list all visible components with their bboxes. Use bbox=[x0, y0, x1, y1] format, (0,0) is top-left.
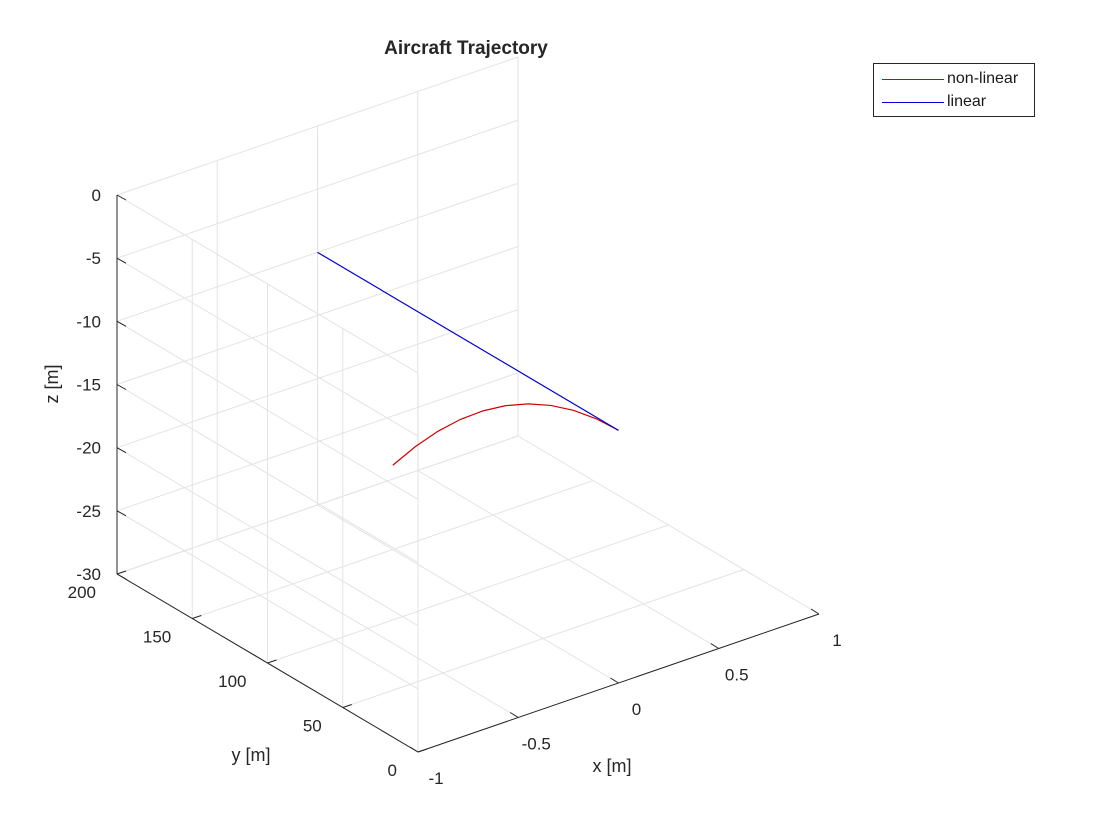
y-tick-mark bbox=[267, 659, 277, 664]
y-tick-label: 50 bbox=[303, 717, 322, 736]
x-axis-label: x [m] bbox=[593, 756, 632, 776]
y-tick-label: 100 bbox=[218, 672, 246, 691]
grid-line-backwall-z bbox=[116, 447, 419, 627]
z-tick-label: -10 bbox=[76, 312, 101, 331]
z-tick-mark bbox=[116, 320, 127, 327]
x-tick-mark bbox=[710, 643, 720, 649]
grid-line-floor-y bbox=[192, 480, 594, 619]
grid-line-backwall-z bbox=[116, 384, 419, 563]
grid-line-sidewall-z bbox=[116, 56, 519, 196]
grid-line-sidewall-z bbox=[116, 246, 519, 385]
grid-line-backwall-z bbox=[116, 510, 419, 690]
grid-line-floor-y bbox=[267, 524, 669, 664]
y-tick-label: 200 bbox=[68, 583, 96, 602]
legend-label-non-linear: non-linear bbox=[947, 70, 1019, 87]
series-lines bbox=[317, 251, 619, 466]
grid-line-sidewall-z bbox=[116, 372, 519, 512]
x-tick-label: 1 bbox=[832, 631, 841, 650]
x-tick-label: -0.5 bbox=[522, 735, 551, 754]
axis-lines bbox=[116, 194, 820, 753]
grid-line-backwall-z bbox=[116, 257, 419, 437]
z-axis-label: z [m] bbox=[42, 365, 62, 404]
z-tick-mark bbox=[116, 510, 127, 517]
grid-lines bbox=[116, 56, 820, 753]
z-tick-label: -25 bbox=[76, 502, 101, 521]
x-tick-label: -1 bbox=[428, 769, 443, 788]
x-tick-label: 0 bbox=[632, 700, 641, 719]
y-tick-mark bbox=[417, 748, 428, 753]
y-axis-label: y [m] bbox=[232, 745, 271, 765]
x-tick-mark bbox=[610, 677, 619, 684]
y-tick-mark bbox=[192, 615, 202, 619]
legend-item-non-linear: non-linear bbox=[874, 68, 1034, 90]
y-tick-mark bbox=[116, 570, 127, 575]
z-tick-mark bbox=[116, 384, 127, 390]
legend-label-linear: linear bbox=[947, 93, 987, 110]
grid-line-floor-y bbox=[342, 569, 744, 708]
x-tick-mark bbox=[509, 712, 519, 718]
y-tick-label: 0 bbox=[388, 761, 397, 780]
legend-item-linear: linear bbox=[874, 91, 1034, 113]
z-tick-mark bbox=[116, 257, 127, 264]
grid-line-sidewall-z bbox=[116, 435, 519, 575]
legend-swatch-linear bbox=[882, 102, 944, 103]
z-tick-label: -30 bbox=[76, 565, 101, 584]
z-tick-label: 0 bbox=[92, 186, 101, 205]
chart-title: Aircraft Trajectory bbox=[384, 38, 548, 59]
z-tick-label: -20 bbox=[76, 439, 101, 458]
grid-line-backwall-z bbox=[116, 320, 419, 500]
z-tick-mark bbox=[116, 194, 127, 201]
y-tick-mark bbox=[342, 704, 352, 708]
legend: non-linear linear bbox=[873, 63, 1035, 117]
z-tick-label: -15 bbox=[76, 376, 101, 395]
tick-labels: -1 -0.5 0 0.5 1 0 50 100 150 200-30 -25 -20 -15 -10 -5… bbox=[68, 186, 842, 788]
grid-line-backwall-z bbox=[116, 194, 419, 374]
grid-line-sidewall-z bbox=[116, 119, 519, 259]
x-tick-mark bbox=[810, 608, 820, 615]
series-line-linear bbox=[317, 251, 619, 431]
x-tick-mark bbox=[409, 746, 419, 753]
grid-line-sidewall-z bbox=[116, 309, 519, 449]
z-tick-mark bbox=[116, 573, 127, 580]
y-tick-label: 150 bbox=[143, 628, 171, 647]
z-tick-mark bbox=[116, 447, 127, 454]
series-line-non-linear bbox=[392, 403, 619, 466]
x-tick-label: 0.5 bbox=[725, 666, 749, 685]
legend-swatch-non-linear bbox=[882, 79, 944, 80]
z-tick-label: -5 bbox=[86, 249, 101, 268]
